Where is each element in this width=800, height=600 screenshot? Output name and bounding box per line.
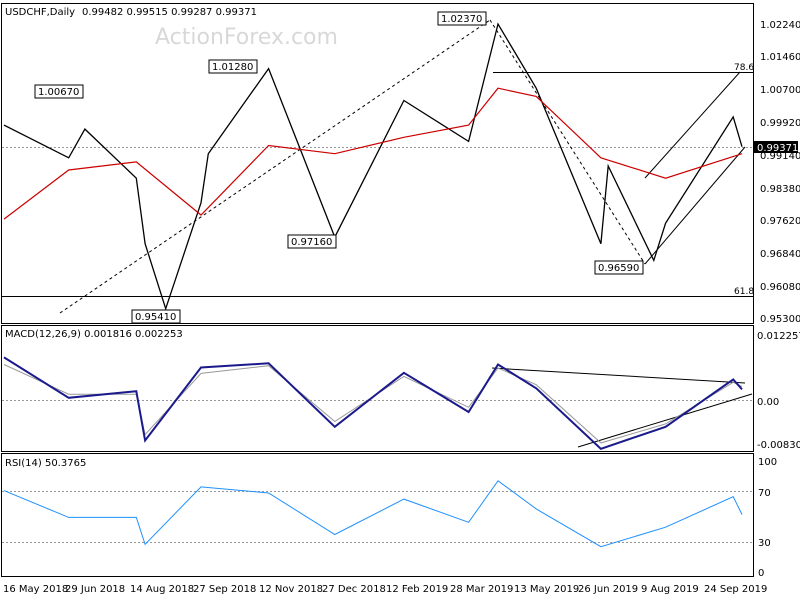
svg-text:1.01280: 1.01280: [212, 62, 253, 73]
chart-ohlc: 0.99482 0.99515 0.99287 0.99371: [82, 7, 257, 18]
y-tick: 0.99140: [760, 151, 800, 162]
macd-support-line: [577, 393, 753, 448]
channel-lower-line: [644, 146, 746, 265]
macd-main-line: [3, 356, 743, 450]
x-tick: 29 Jun 2018: [65, 584, 125, 595]
macd-resistance-line: [491, 367, 746, 384]
y-tick: -0.008303: [757, 440, 800, 451]
current-price-tag: 0.99371: [754, 141, 798, 154]
x-tick: 12 Nov 2018: [259, 584, 323, 595]
rsi-title: RSI(14) 50.3765: [5, 458, 86, 469]
svg-text:1.02370: 1.02370: [441, 14, 482, 25]
moving-average-line: [3, 87, 743, 220]
y-tick: 100: [758, 457, 777, 468]
annotation-102370: 1.02370: [437, 11, 487, 26]
falling-trend-line: [489, 19, 646, 265]
y-tick: 30: [758, 538, 771, 549]
x-axis: 16 May 2018 29 Jun 2018 14 Aug 2018 27 S…: [3, 584, 767, 595]
y-tick: 0.012257: [757, 331, 800, 342]
price-panel: [1, 3, 754, 324]
x-tick: 26 Jun 2019: [578, 584, 638, 595]
y-tick: 0.98380: [760, 184, 800, 195]
y-tick: 0.96080: [760, 282, 800, 293]
svg-text:0.97160: 0.97160: [291, 237, 332, 248]
y-tick: 1.00700: [760, 85, 800, 96]
y-tick: 0: [758, 568, 764, 579]
macd-title: MACD(12,26,9) 0.001816 0.002253: [5, 329, 183, 340]
annotation-101280: 1.01280: [208, 59, 258, 74]
y-tick: 1.02240: [760, 20, 800, 31]
x-tick: 16 May 2018: [3, 584, 68, 595]
svg-text:0.99371: 0.99371: [757, 143, 798, 154]
rising-trend-line: [59, 19, 491, 314]
rsi-line: [3, 480, 743, 548]
macd-y-axis: 0.012257 0.00 -0.008303: [757, 331, 800, 451]
y-tick: 1.01460: [760, 52, 800, 63]
x-tick: 27 Sep 2018: [193, 584, 256, 595]
x-tick: 13 May 2019: [514, 584, 579, 595]
macd-panel: [1, 325, 754, 452]
rsi-panel: [1, 453, 754, 577]
x-tick: 12 Feb 2019: [386, 584, 448, 595]
y-tick: 0.97620: [760, 216, 800, 227]
annotation-095410: 0.95410: [131, 309, 181, 324]
y-tick: 70: [758, 488, 771, 499]
svg-text:1.00670: 1.00670: [38, 87, 79, 98]
fib-618-label: 61.8: [734, 287, 754, 297]
x-tick: 24 Sep 2019: [704, 584, 767, 595]
fib-786-label: 78.6: [734, 63, 754, 73]
svg-text:0.96590: 0.96590: [598, 263, 639, 274]
y-tick: 0.96840: [760, 249, 800, 260]
x-tick: 14 Aug 2018: [130, 584, 194, 595]
rsi-y-axis: 100 70 30 0: [758, 457, 777, 579]
y-tick: 0.99920: [760, 118, 800, 129]
svg-text:0.95410: 0.95410: [135, 312, 176, 323]
watermark: ActionForex.com: [155, 25, 338, 50]
x-tick: 28 Mar 2019: [450, 584, 513, 595]
channel-upper-line: [644, 71, 741, 179]
y-tick: 0.95300: [760, 314, 800, 325]
x-tick: 27 Dec 2018: [322, 584, 386, 595]
price-series-line: [3, 22, 743, 311]
chart-symbol: USDCHF,Daily: [5, 7, 75, 18]
price-y-axis: 1.02240 1.01460 1.00700 0.99920 0.99140 …: [760, 20, 800, 325]
x-tick: 9 Aug 2019: [641, 584, 699, 595]
y-tick: 0.00: [757, 397, 779, 408]
annotation-096590: 0.96590: [594, 260, 644, 275]
annotation-097160: 0.97160: [287, 234, 337, 249]
annotation-100670: 1.00670: [34, 84, 84, 99]
